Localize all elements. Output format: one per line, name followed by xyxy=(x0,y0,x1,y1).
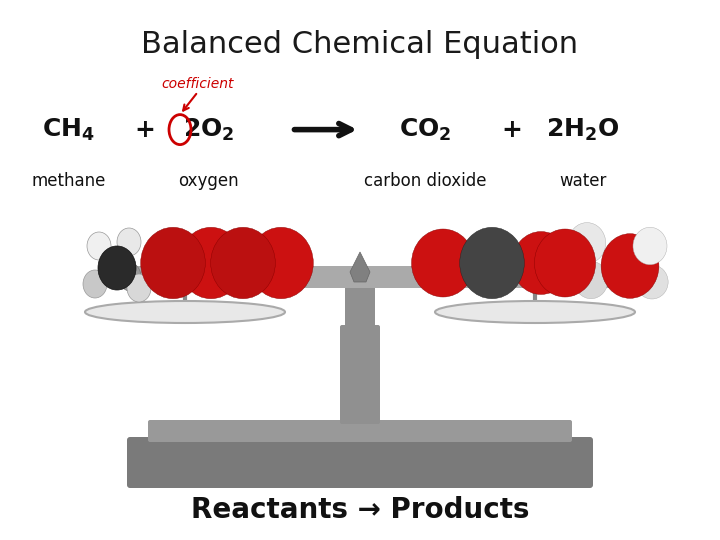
FancyBboxPatch shape xyxy=(340,325,380,424)
FancyBboxPatch shape xyxy=(127,437,593,488)
Polygon shape xyxy=(350,252,370,282)
Ellipse shape xyxy=(98,246,136,290)
Ellipse shape xyxy=(633,227,667,265)
Ellipse shape xyxy=(83,270,107,298)
Ellipse shape xyxy=(459,227,524,299)
FancyBboxPatch shape xyxy=(148,420,572,442)
Text: $\mathbf{CH_4}$: $\mathbf{CH_4}$ xyxy=(42,117,95,143)
Ellipse shape xyxy=(568,222,606,264)
Ellipse shape xyxy=(579,263,601,291)
Ellipse shape xyxy=(85,301,285,323)
Text: $\mathbf{+}$: $\mathbf{+}$ xyxy=(501,118,521,141)
Ellipse shape xyxy=(248,227,313,299)
Text: $\mathbf{+}$: $\mathbf{+}$ xyxy=(134,118,154,141)
Ellipse shape xyxy=(636,265,668,299)
Text: water: water xyxy=(559,172,607,190)
Text: oxygen: oxygen xyxy=(179,172,239,190)
Text: Reactants → Products: Reactants → Products xyxy=(191,496,529,524)
Ellipse shape xyxy=(412,229,474,297)
Ellipse shape xyxy=(140,227,205,299)
Ellipse shape xyxy=(127,274,151,302)
Ellipse shape xyxy=(117,228,141,256)
Text: coefficient: coefficient xyxy=(162,77,234,91)
Ellipse shape xyxy=(119,263,141,291)
Ellipse shape xyxy=(87,232,111,260)
Text: methane: methane xyxy=(31,172,106,190)
Text: $\mathbf{CO_2}$: $\mathbf{CO_2}$ xyxy=(399,117,451,143)
Text: Balanced Chemical Equation: Balanced Chemical Equation xyxy=(141,30,579,59)
Ellipse shape xyxy=(512,232,570,294)
Ellipse shape xyxy=(179,227,243,299)
FancyBboxPatch shape xyxy=(107,266,613,288)
Ellipse shape xyxy=(574,261,608,299)
Ellipse shape xyxy=(601,234,659,298)
Text: $\mathbf{2H_2O}$: $\mathbf{2H_2O}$ xyxy=(546,117,620,143)
Ellipse shape xyxy=(435,301,635,323)
FancyBboxPatch shape xyxy=(345,280,375,329)
Ellipse shape xyxy=(211,227,275,299)
Ellipse shape xyxy=(534,229,595,297)
Text: carbon dioxide: carbon dioxide xyxy=(364,172,486,190)
Text: $\mathbf{2O_2}$: $\mathbf{2O_2}$ xyxy=(183,117,235,143)
